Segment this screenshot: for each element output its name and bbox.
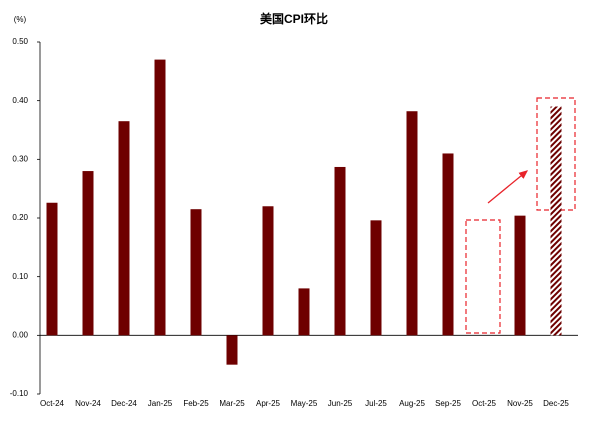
x-tick-label: Oct-24: [40, 399, 65, 408]
chart-title: 美国CPI环比: [260, 11, 328, 26]
bar: [190, 209, 202, 336]
bar: [442, 153, 454, 336]
bar: [514, 215, 526, 336]
x-tick-label: Mar-25: [219, 399, 245, 408]
bar: [370, 220, 382, 336]
bar: [154, 59, 166, 336]
bar: [550, 106, 562, 336]
x-tick-label: Oct-25: [472, 399, 497, 408]
x-tick-label: Feb-25: [183, 399, 209, 408]
x-tick-label: Sep-25: [435, 399, 461, 408]
y-tick-label: -0.10: [10, 389, 29, 398]
bar: [46, 202, 58, 336]
y-tick-label: 0.40: [12, 96, 28, 105]
bar: [298, 288, 310, 336]
arrow: [487, 170, 529, 204]
x-tick-label: Nov-24: [75, 399, 101, 408]
y-tick-label: 0.10: [12, 272, 28, 281]
x-tick-label: Jun-25: [328, 399, 353, 408]
x-tick-label: Nov-25: [507, 399, 533, 408]
x-tick-label: Dec-24: [111, 399, 137, 408]
x-tick-label: Jan-25: [148, 399, 173, 408]
bar: [226, 335, 238, 365]
x-tick-label: Apr-25: [256, 399, 281, 408]
bar: [262, 206, 274, 336]
bar: [334, 166, 346, 336]
bar: [406, 111, 418, 336]
y-unit: (%): [14, 15, 27, 24]
bar: [118, 121, 130, 336]
y-tick-label: 0.00: [12, 330, 28, 339]
x-tick-label: Dec-25: [543, 399, 569, 408]
x-tick-label: Jul-25: [365, 399, 387, 408]
y-tick-label: 0.20: [12, 213, 28, 222]
y-tick-label: 0.30: [12, 154, 28, 163]
x-tick-label: Aug-25: [399, 399, 425, 408]
bar: [82, 171, 94, 336]
x-tick-label: May-25: [291, 399, 318, 408]
y-tick-label: 0.50: [12, 37, 28, 46]
highlight-box: [465, 219, 501, 334]
